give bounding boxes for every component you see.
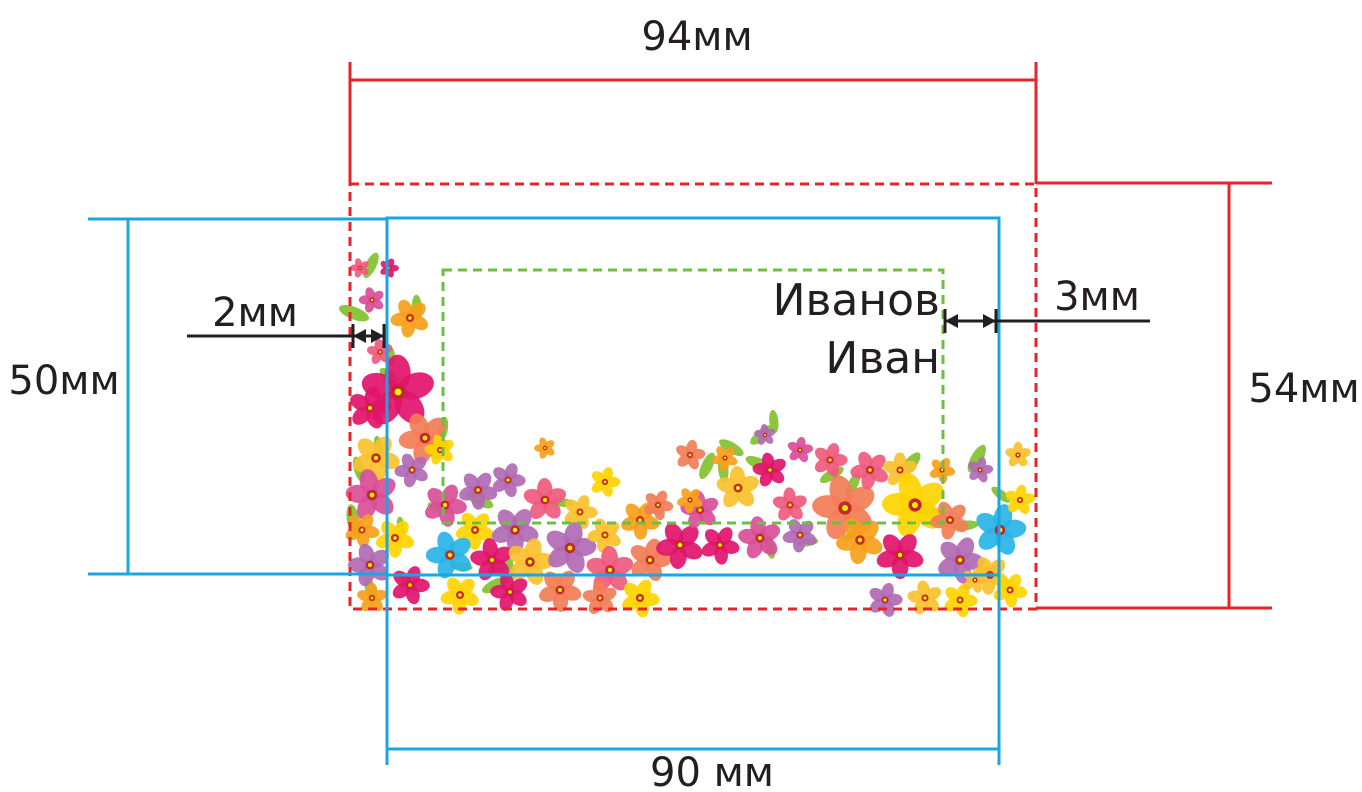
flower: [907, 580, 942, 615]
flower: [425, 531, 471, 579]
trim-height-label: 50мм: [8, 358, 119, 404]
trim-height-dimension: [88, 217, 387, 576]
bleed-height-dimension: [1036, 181, 1272, 610]
flower: [345, 514, 380, 548]
flower: [470, 538, 513, 581]
bleed-margin-label: 2мм: [212, 290, 298, 336]
card-name-line1: Иванов: [773, 275, 940, 326]
arrowhead-safe-right: [983, 314, 996, 328]
bleed-width-dimension: [348, 62, 1038, 184]
trim-width-dimension: [385, 575, 1001, 765]
safe-margin-label: 3мм: [1054, 274, 1140, 320]
flower: [392, 566, 430, 605]
flower: [348, 543, 389, 587]
flower: [582, 580, 617, 614]
flower: [712, 446, 738, 472]
flower: [564, 495, 598, 530]
leaf: [338, 305, 370, 322]
flower: [716, 466, 759, 508]
leaf: [769, 409, 779, 434]
flower: [814, 443, 848, 477]
bleed-width-label: 94мм: [641, 14, 752, 60]
flower: [390, 299, 429, 338]
flower: [1005, 484, 1036, 515]
flower: [492, 463, 526, 498]
flower: [1005, 441, 1031, 467]
arrowhead-left: [353, 329, 366, 343]
arrowhead-right: [371, 329, 384, 343]
card-name-line2: Иван: [825, 333, 940, 384]
flower: [534, 437, 555, 459]
flower: [938, 537, 985, 584]
trim-line-frame: [385, 216, 1001, 577]
flower: [869, 582, 903, 617]
flower: [490, 572, 528, 611]
bleed-height-label: 54мм: [1248, 366, 1359, 412]
flower: [394, 453, 428, 488]
flower: [424, 434, 454, 465]
flower: [375, 521, 415, 558]
flower: [676, 439, 706, 470]
leaf: [991, 486, 1011, 503]
flower: [656, 523, 703, 570]
leaf: [699, 452, 715, 480]
flower: [459, 472, 498, 510]
flower: [968, 457, 994, 483]
flower: [882, 472, 944, 537]
flower: [677, 488, 703, 514]
flower: [787, 436, 814, 463]
flower: [644, 490, 674, 521]
flower: [350, 258, 369, 278]
flower: [876, 534, 924, 580]
flower: [930, 501, 969, 540]
flower: [350, 386, 392, 429]
flower: [772, 487, 807, 521]
flower: [455, 512, 494, 550]
trim-width-label: 90 мм: [650, 750, 774, 792]
flower: [752, 452, 786, 487]
arrowhead-safe-left: [945, 314, 958, 328]
flower: [523, 478, 567, 520]
flower: [380, 258, 399, 278]
flower: [850, 451, 889, 490]
flower: [587, 518, 621, 553]
flower: [591, 467, 621, 497]
flower: [546, 522, 597, 573]
flower: [701, 527, 740, 565]
flower: [358, 287, 384, 313]
flower: [754, 424, 776, 445]
